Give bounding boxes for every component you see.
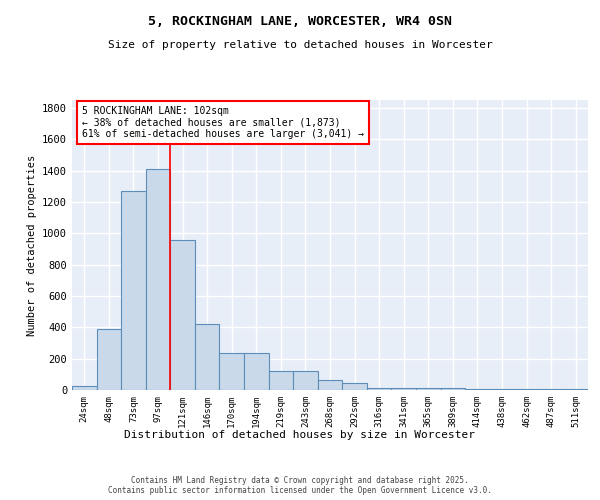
Bar [391,388,416,390]
Text: 5, ROCKINGHAM LANE, WORCESTER, WR4 0SN: 5, ROCKINGHAM LANE, WORCESTER, WR4 0SN [148,15,452,28]
Bar [514,389,539,390]
Bar [440,388,465,390]
Y-axis label: Number of detached properties: Number of detached properties [26,154,37,336]
Bar [72,386,97,390]
Text: Contains HM Land Registry data © Crown copyright and database right 2025.
Contai: Contains HM Land Registry data © Crown c… [108,476,492,495]
Bar [293,371,318,390]
Bar [244,353,269,390]
Bar [367,388,391,390]
Bar [220,353,244,390]
Bar [465,389,490,390]
Bar [97,329,121,390]
Bar [318,380,342,390]
Bar [170,240,195,390]
Bar [269,371,293,390]
Bar [195,324,220,390]
Bar [416,388,440,390]
Text: Distribution of detached houses by size in Worcester: Distribution of detached houses by size … [125,430,476,440]
Bar [146,169,170,390]
Bar [563,389,588,390]
Bar [490,389,514,390]
Bar [121,191,146,390]
Text: Size of property relative to detached houses in Worcester: Size of property relative to detached ho… [107,40,493,50]
Text: 5 ROCKINGHAM LANE: 102sqm
← 38% of detached houses are smaller (1,873)
61% of se: 5 ROCKINGHAM LANE: 102sqm ← 38% of detac… [82,106,364,139]
Bar [539,389,563,390]
Bar [342,383,367,390]
